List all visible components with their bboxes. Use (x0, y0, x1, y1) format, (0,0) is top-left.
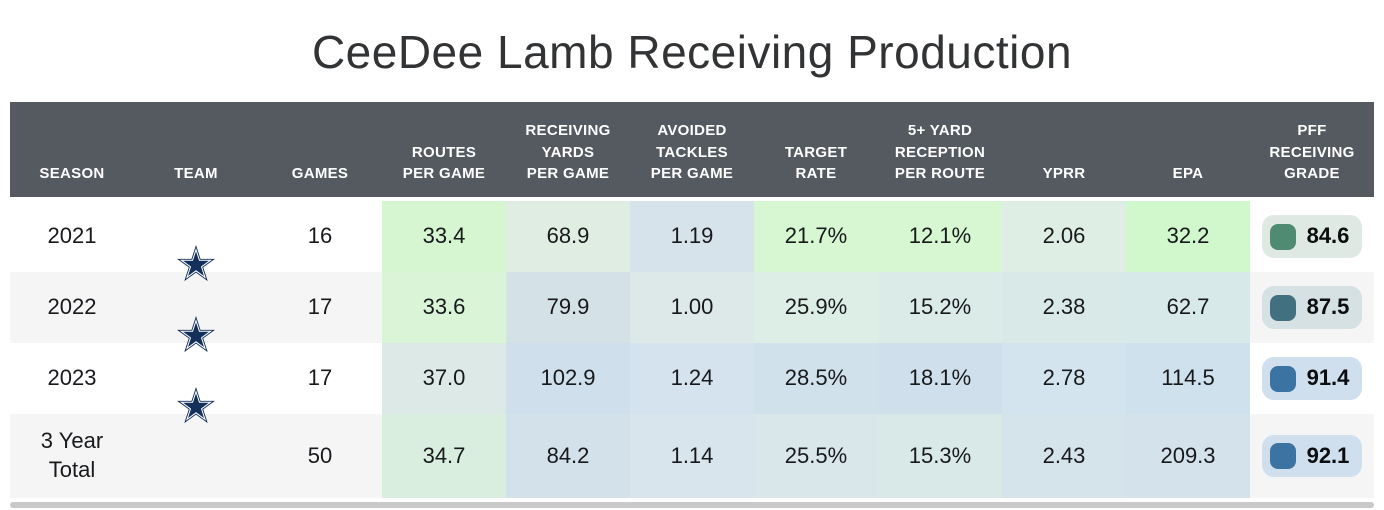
pff-grade-badge: 87.5 (1261, 286, 1363, 329)
5-yard-reception-per-route-cell: 18.1% (878, 343, 1002, 414)
routes-per-game-cell: 37.0 (382, 343, 506, 414)
yprr-cell: 2.43 (1002, 414, 1126, 498)
receiving-yards-per-game-cell: 79.9 (506, 272, 630, 343)
grade-color-box (1269, 443, 1296, 469)
column-header-receiving-yards-per-game: RECEIVING YARDS PER GAME (525, 121, 611, 183)
team-cell (134, 272, 258, 353)
horizontal-scrollbar[interactable] (10, 502, 1374, 508)
column-header-target-rate: TARGET RATE (784, 143, 848, 183)
pff-grade-badge: 91.4 (1261, 357, 1363, 400)
routes-per-game-cell: 34.7 (382, 414, 506, 498)
column-header-routes-per-game: ROUTES PER GAME (402, 143, 486, 183)
pff-grade-cell: 92.1 (1250, 414, 1374, 498)
table-header-row: SEASON TEAM GAMES ROUTES PER GAME RECEIV… (10, 102, 1374, 197)
grade-value: 92.1 (1306, 442, 1350, 468)
avoided-tackles-per-game-cell: 1.24 (630, 343, 754, 414)
table-row-2022: 2022 17 33.6 79.9 1.00 25.9% 15.2% 2.38 … (10, 272, 1374, 353)
column-header-games: GAMES (291, 165, 349, 183)
games-cell: 17 (307, 365, 333, 391)
receiving-yards-per-game-cell: 84.2 (506, 414, 630, 498)
games-cell: 16 (307, 223, 333, 249)
season-cell: 2023 (47, 365, 97, 391)
epa-cell: 114.5 (1126, 343, 1250, 414)
routes-per-game-cell: 33.4 (382, 201, 506, 272)
page-title: CeeDee Lamb Receiving Production (311, 26, 1073, 78)
avoided-tackles-per-game-cell: 1.00 (630, 272, 754, 343)
avoided-tackles-per-game-cell: 1.14 (630, 414, 754, 498)
games-cell: 17 (307, 294, 333, 320)
table-row-2021: 2021 16 33.4 68.9 1.19 21.7% 12.1% 2.06 … (10, 201, 1374, 282)
season-cell: 2021 (47, 223, 97, 249)
pff-grade-cell: 87.5 (1250, 272, 1374, 343)
grade-color-box (1269, 223, 1296, 250)
target-rate-cell: 28.5% (754, 343, 878, 414)
column-header-team: TEAM (174, 165, 218, 183)
team-cell (134, 343, 258, 424)
games-cell: 50 (307, 442, 333, 468)
yprr-cell: 2.78 (1002, 343, 1126, 414)
column-header-pff-receiving-grade: PFF RECEIVING GRADE (1269, 121, 1355, 183)
5-yard-reception-per-route-cell: 12.1% (878, 201, 1002, 272)
season-cell: 3 Year Total (40, 428, 104, 482)
column-header-avoided-tackles-per-game: AVOIDED TACKLES PER GAME (650, 121, 734, 183)
yprr-cell: 2.06 (1002, 201, 1126, 272)
pff-grade-cell: 84.6 (1250, 201, 1374, 272)
table-row-2023: 2023 17 37.0 102.9 1.24 28.5% 18.1% 2.78… (10, 343, 1374, 424)
grade-value: 87.5 (1306, 294, 1350, 320)
routes-per-game-cell: 33.6 (382, 272, 506, 343)
team-cell (134, 201, 258, 282)
target-rate-cell: 25.9% (754, 272, 878, 343)
5-yard-reception-per-route-cell: 15.2% (878, 272, 1002, 343)
receiving-yards-per-game-cell: 102.9 (506, 343, 630, 414)
epa-cell: 32.2 (1126, 201, 1250, 272)
column-header-yprr: YPRR (1042, 165, 1086, 183)
column-header-season: SEASON (39, 165, 105, 183)
grade-value: 84.6 (1306, 223, 1350, 249)
dallas-cowboys-star-icon (175, 287, 217, 353)
pff-grade-cell: 91.4 (1250, 343, 1374, 414)
column-header-5-yard-reception-per-route: 5+ YARD RECEPTION PER ROUTE (894, 121, 986, 183)
dallas-cowboys-star-icon (175, 216, 217, 282)
team-cell (134, 414, 258, 498)
column-header-epa: EPA (1172, 165, 1204, 183)
target-rate-cell: 21.7% (754, 201, 878, 272)
receiving-production-table: SEASON TEAM GAMES ROUTES PER GAME RECEIV… (10, 102, 1374, 498)
grade-color-box (1269, 294, 1296, 321)
table-row-3-year-total: 3 Year Total 50 34.7 84.2 1.14 25.5% 15.… (10, 414, 1374, 498)
season-cell: 2022 (47, 294, 97, 320)
grade-value: 91.4 (1306, 365, 1350, 391)
target-rate-cell: 25.5% (754, 414, 878, 498)
yprr-cell: 2.38 (1002, 272, 1126, 343)
grade-color-box (1269, 365, 1296, 392)
pff-grade-badge: 84.6 (1261, 215, 1363, 258)
5-yard-reception-per-route-cell: 15.3% (878, 414, 1002, 498)
pff-grade-badge: 92.1 (1261, 434, 1363, 478)
dallas-cowboys-star-icon (175, 358, 217, 424)
avoided-tackles-per-game-cell: 1.19 (630, 201, 754, 272)
receiving-yards-per-game-cell: 68.9 (506, 201, 630, 272)
epa-cell: 209.3 (1126, 414, 1250, 498)
epa-cell: 62.7 (1126, 272, 1250, 343)
